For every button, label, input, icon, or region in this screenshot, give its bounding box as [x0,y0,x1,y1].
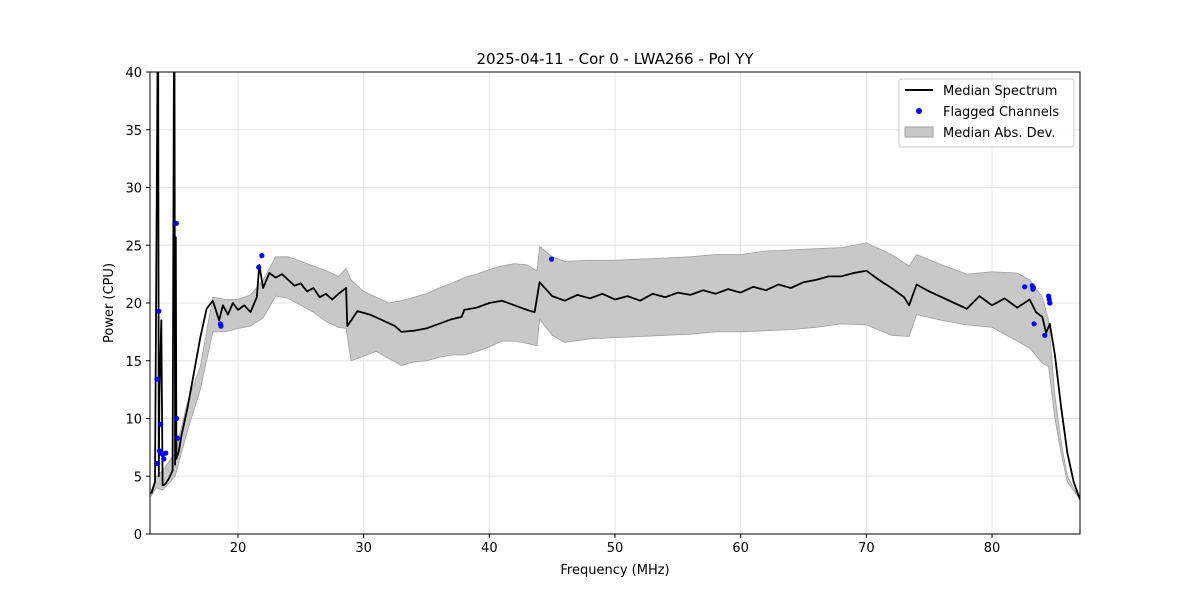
x-tick-label: 50 [607,541,624,556]
y-axis-label: Power (CPU) [102,263,117,343]
flagged-channel-point [174,415,180,422]
flagged-channel-point [548,256,555,262]
y-tick-label: 30 [125,182,142,197]
flagged-channel-point [1042,332,1048,338]
legend-median-label: Median Spectrum [943,84,1057,99]
flagged-channel-point [256,264,262,270]
y-tick-label: 0 [134,528,142,543]
y-tick-label: 20 [125,297,142,312]
x-tick-label: 40 [481,541,498,556]
x-axis-label: Frequency (MHz) [560,563,669,578]
x-tick-label: 60 [732,541,749,556]
flagged-channel-point [163,450,169,456]
y-tick-label: 15 [125,355,142,370]
flagged-channel-point [218,323,224,329]
median-spectrum-line [150,72,1080,500]
x-tick-label: 70 [858,541,875,556]
flagged-channel-point [154,376,160,382]
flagged-channel-point [156,308,162,314]
chart-title: 2025-04-11 - Cor 0 - LWA266 - Pol YY [477,50,755,68]
x-tick-label: 80 [984,541,1001,556]
y-tick-label: 25 [125,239,142,254]
y-tick-label: 5 [134,470,142,485]
flagged-channel-point [259,253,265,259]
legend-mad-patch-swatch [904,126,934,138]
flagged-channel-point [154,460,161,467]
flagged-channel-point [1030,285,1037,291]
flagged-channel-point [158,421,164,427]
mad-band [150,242,1080,500]
legend-mad-label: Median Abs. Dev. [943,126,1055,141]
legend: Median Spectrum Flagged Channels Median … [898,78,1075,148]
flagged-channel-point [1047,300,1053,306]
legend-flagged-label: Flagged Channels [943,105,1059,120]
y-tick-label: 10 [125,413,142,428]
flagged-channel-point [1031,321,1037,327]
flagged-channel-point [161,456,167,462]
axis-ticks: 20 30 40 50 60 70 80 0 5 10 15 20 25 30 35 40 [125,66,1000,556]
plot-data [150,72,1080,500]
x-tick-label: 30 [355,541,372,556]
flagged-channel-point [1022,284,1028,290]
y-tick-label: 35 [125,124,142,139]
y-tick-label: 40 [125,66,142,81]
x-tick-label: 20 [230,541,247,556]
flagged-channel-point [175,435,181,441]
legend-box [898,78,1075,148]
flagged-channel-point [173,220,179,226]
legend-flagged-marker-swatch [916,108,922,114]
